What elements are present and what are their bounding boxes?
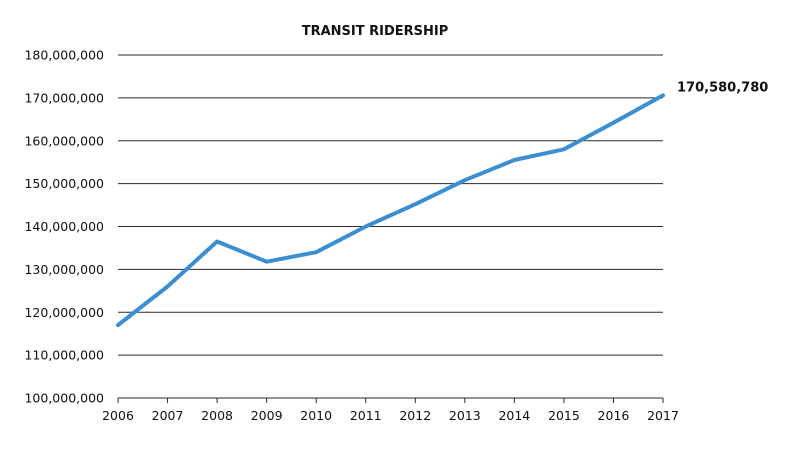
end-value-label: 170,580,780 bbox=[677, 80, 768, 95]
y-tick-label: 170,000,000 bbox=[24, 90, 104, 105]
x-tick-label: 2016 bbox=[598, 408, 630, 423]
gridlines bbox=[118, 54, 663, 399]
x-tick-label: 2017 bbox=[647, 408, 679, 423]
chart-title: TRANSIT RIDERSHIP bbox=[302, 24, 449, 39]
y-tick-label: 160,000,000 bbox=[24, 133, 104, 148]
x-tick-label: 2007 bbox=[152, 408, 184, 423]
y-axis-ticks: 100,000,000 110,000,000 120,000,000 130,000… bbox=[24, 48, 104, 406]
x-tick-label: 2010 bbox=[300, 408, 332, 423]
y-tick-label: 120,000,000 bbox=[24, 305, 104, 320]
y-tick-label: 140,000,000 bbox=[24, 219, 104, 234]
y-tick-label: 130,000,000 bbox=[24, 262, 104, 277]
x-tick-label: 2015 bbox=[548, 408, 580, 423]
x-tick-label: 2014 bbox=[498, 408, 530, 423]
series-line bbox=[116, 93, 665, 328]
x-tick-label: 2012 bbox=[399, 408, 431, 423]
x-tick-label: 2013 bbox=[449, 408, 481, 423]
x-tick-label: 2011 bbox=[350, 408, 382, 423]
y-tick-label: 180,000,000 bbox=[24, 48, 104, 63]
y-tick-label: 100,000,000 bbox=[24, 391, 104, 406]
x-tick-label: 2008 bbox=[201, 408, 233, 423]
x-tick-label: 2009 bbox=[251, 408, 283, 423]
x-axis-ticks: 2006 2007 2008 2009 2010 2011 2012 2013 2014 2015… bbox=[102, 398, 679, 423]
series-layer bbox=[116, 93, 665, 328]
y-tick-label: 150,000,000 bbox=[24, 176, 104, 191]
x-tick-label: 2006 bbox=[102, 408, 134, 423]
y-tick-label: 110,000,000 bbox=[24, 348, 104, 363]
